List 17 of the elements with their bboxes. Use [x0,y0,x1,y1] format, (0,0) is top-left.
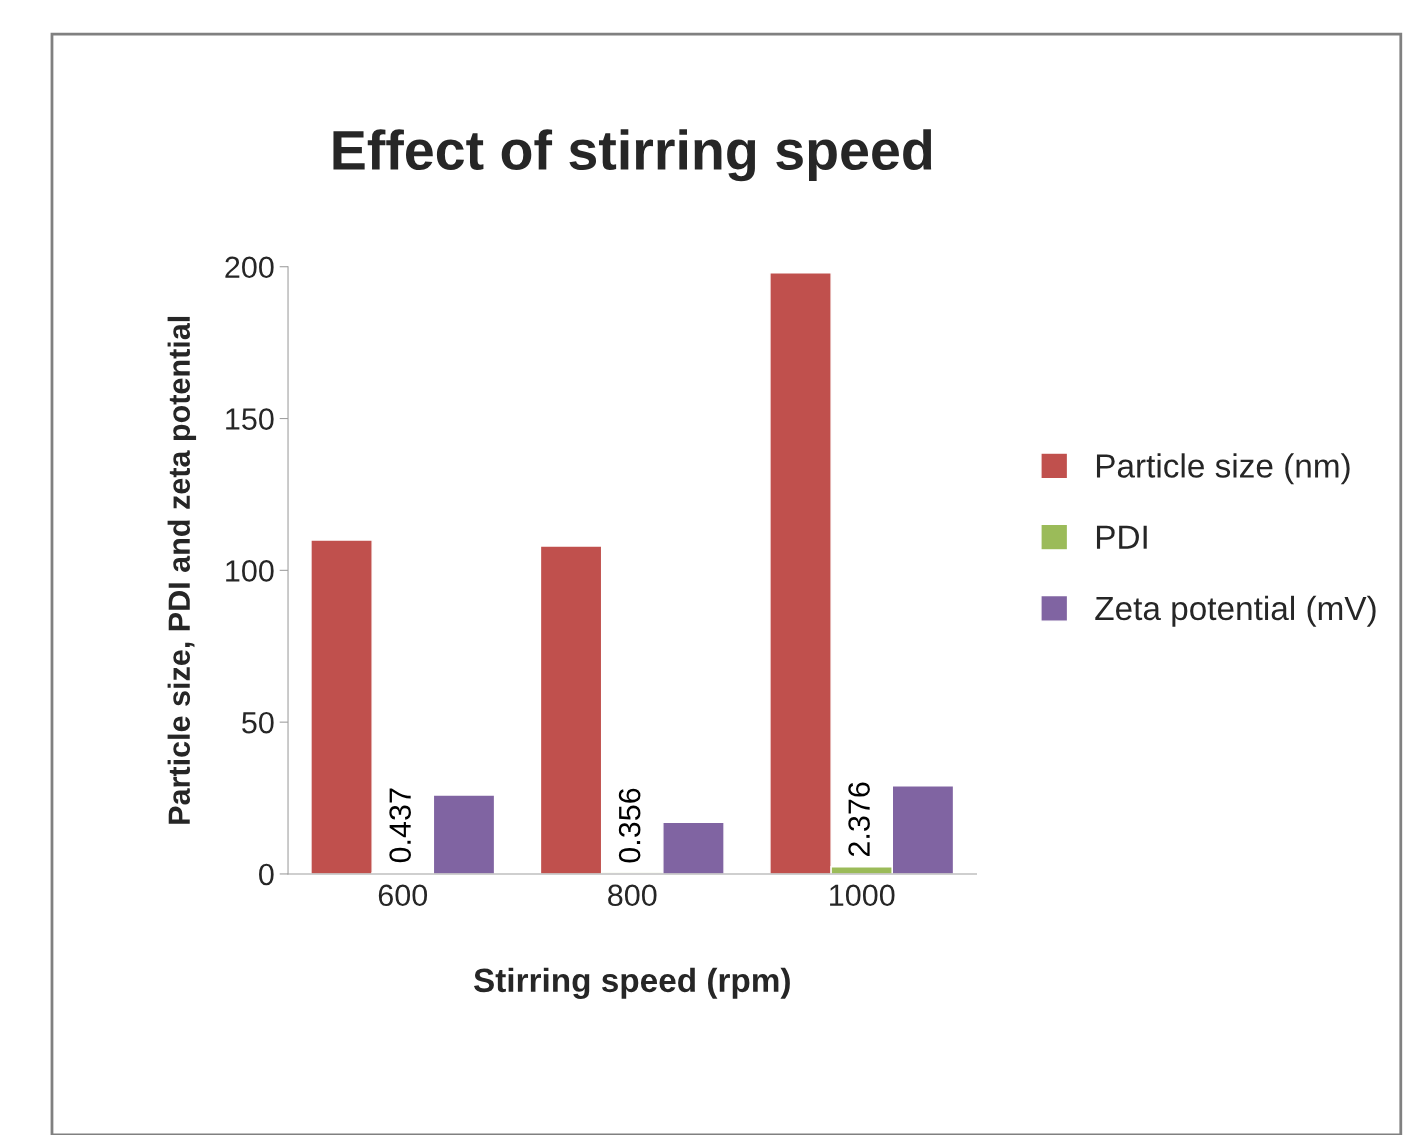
data-label: 0.437 [389,788,411,863]
x-axis-title: Stirring speed (rpm) [473,967,790,999]
y-tick-label: 200 [225,256,274,279]
legend-label: PDI [1096,525,1147,549]
legend-label: Particle size (nm) [1096,453,1350,485]
data-label: 2.376 [848,782,870,857]
data-label: 0.356 [618,788,641,863]
y-tick-label: 0 [259,863,274,886]
x-tick-label: 600 [378,884,428,907]
legend-label: Zeta potential (mV) [1095,595,1376,627]
y-tick-label: 50 [242,711,274,734]
chart-title: Effect of stirring speed [333,129,932,182]
y-tick-label: 100 [226,560,274,582]
y-axis-title: Particle size, PDI and zeta potential [167,316,197,824]
x-tick-label: 1000 [830,884,895,907]
x-tick-label: 800 [608,884,657,907]
y-tick-label: 150 [226,408,274,430]
